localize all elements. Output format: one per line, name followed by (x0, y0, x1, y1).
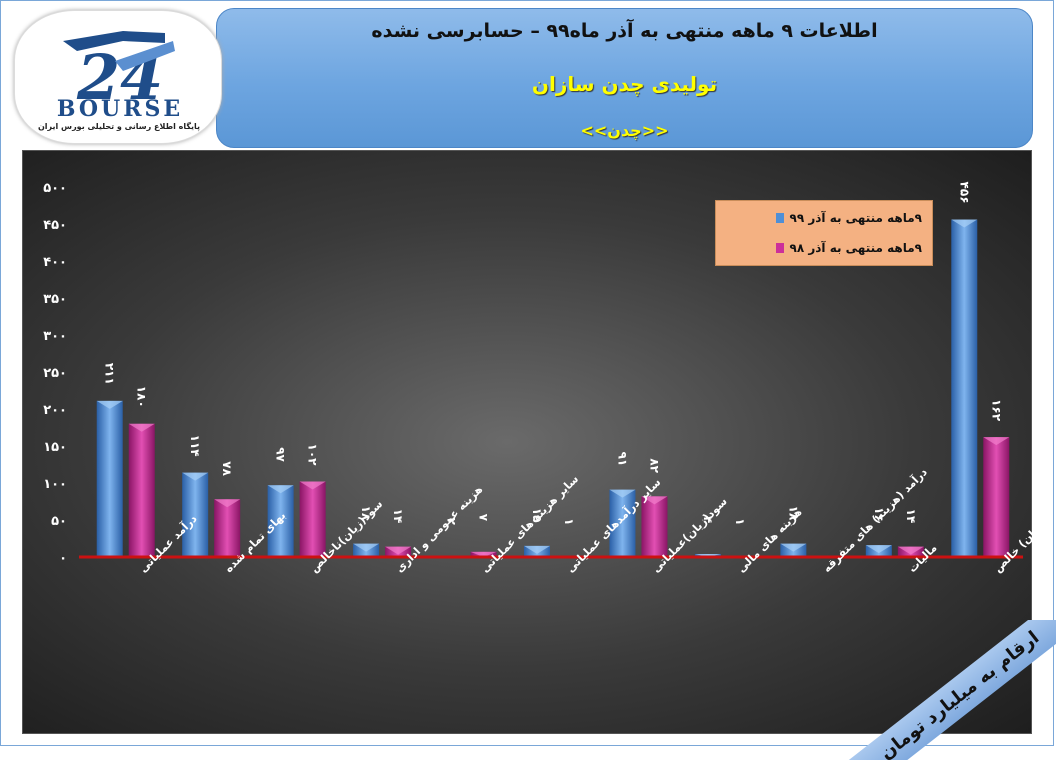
legend-swatch-2 (775, 243, 784, 253)
logo: 24 (14, 10, 222, 144)
y-axis: ۰ ۵۰ ۱۰۰ ۱۵۰ ۲۰۰ ۲۵۰ ۳۰۰ ۳۵۰ ۴۰۰ ۴۵۰ ۵۰۰ (43, 181, 67, 566)
bar-cap-s1-2 (182, 472, 209, 481)
bar-cap-s1-11 (951, 219, 978, 228)
bar-cap-s1-6 (524, 545, 550, 554)
y-tick-label: ۴۰۰ (43, 255, 67, 270)
bar-cap-s2-10 (897, 546, 924, 555)
data-label-s2-6: ۱ (562, 518, 576, 525)
bar-s1-11 (951, 219, 978, 557)
data-label-s2-7: ۸۲ (647, 458, 661, 473)
bar-cap-s1-1 (96, 400, 123, 409)
bar-s2-3 (299, 481, 326, 557)
logo-caption: پایگاه اطلاع رسانی و تحلیلی بورس ایران (37, 122, 201, 131)
data-label-s2-11: ۱۶۲ (989, 399, 1003, 422)
bar-s1-1 (96, 400, 123, 557)
header-banner (216, 8, 1033, 148)
x-axis-categories: درآمد عملیاتی بهای تمام شده سود(زیان)ناخال… (136, 465, 1033, 576)
data-label-s1-3: ۹۷ (274, 447, 288, 462)
legend-swatch-1 (775, 213, 784, 223)
data-label-s1-4: ۱۸ (359, 506, 373, 521)
x-category-label-8: هزینه های مالی (735, 505, 805, 575)
bar-cap-s2-4 (385, 546, 412, 555)
data-label-s2-2: ۷۸ (220, 461, 234, 476)
page-title: اطلاعات ۹ ماهه منتهی به آذر ماه۹۹ – حساب… (371, 20, 878, 42)
logo-word: BOURSE (56, 96, 184, 122)
bar-cap-s1-7 (609, 489, 636, 498)
company-name: تولیدی چدن سازان (531, 72, 718, 96)
bar-cap-s2-11 (983, 437, 1010, 446)
data-label-s1-9: ۱۸ (786, 506, 800, 521)
legend-label-1: ۹ماهه منتهی به آذر ۹۹ (789, 211, 922, 225)
y-tick-label: ۲۵۰ (43, 366, 67, 381)
y-tick-label: ۲۰۰ (43, 403, 67, 418)
data-label-s1-6: ۱۵ (530, 508, 544, 523)
bar-cap-s2-2 (214, 499, 241, 508)
data-labels: ۲۱۱ ۱۸۰ ۱۱۴ ۷۸ ۹۷ ۱۰۲ ۱۸ ۱۴ ۲ ۷ ۱۵ ۱ ۹۱ ۸۲ ۴ ۱ ۱۸ ۱۶ ۱۴ ۴۵۶… (103, 182, 1004, 526)
bar-s2-1 (128, 423, 155, 557)
data-label-s2-5: ۷ (477, 514, 491, 522)
bar-cap-s2-7 (641, 496, 668, 505)
data-label-s1-2: ۱۱۴ (188, 435, 202, 457)
y-tick-label: ۱۰۰ (43, 477, 67, 492)
bar-cap-s2-5 (470, 551, 497, 557)
y-tick-label: ۳۵۰ (43, 292, 67, 307)
x-category-label-4: هزینه عمومی و اداری (393, 483, 485, 575)
bar-cap-s2-1 (128, 423, 155, 432)
y-tick-label: ۴۵۰ (43, 218, 67, 233)
data-label-s2-1: ۱۸۰ (135, 386, 149, 408)
data-label-s1-1: ۲۱۱ (103, 363, 117, 385)
legend-item-2: ۹ماهه منتهی به آذر ۹۸ (775, 241, 922, 255)
legend: ۹ماهه منتهی به آذر ۹۹ ۹ماهه منتهی به آذر… (715, 200, 933, 266)
y-tick-label: ۵۰۰ (43, 181, 67, 196)
data-label-s1-11: ۴۵۶ (957, 182, 971, 204)
y-tick-label: ۰ (59, 551, 67, 566)
bar-cap-s1-3 (267, 485, 294, 494)
legend-item-1: ۹ماهه منتهی به آذر ۹۹ (775, 211, 922, 225)
y-tick-label: ۱۵۰ (43, 440, 67, 455)
bar-s2-2 (214, 499, 241, 557)
data-label-s2-8: ۱ (733, 518, 747, 525)
bar-s1-7 (609, 489, 636, 557)
bar-cap-s2-3 (299, 481, 326, 490)
data-label-s1-7: ۹۱ (615, 452, 629, 467)
ticker-symbol: <<چدن>> (580, 121, 669, 140)
bar-cap-s1-9 (780, 543, 807, 552)
bar-cap-s1-4 (353, 543, 380, 552)
bar-s2-7 (641, 496, 668, 557)
bar-cap-s1-10 (865, 545, 892, 554)
data-label-s1-10: ۱۶ (872, 507, 886, 522)
data-label-s1-5: ۲ (445, 518, 459, 526)
data-label-s2-4: ۱۴ (391, 509, 405, 524)
data-label-s1-8: ۴ (701, 516, 715, 523)
data-label-s2-10: ۱۴ (904, 509, 918, 524)
units-note: ارقام به میلیارد تومان (842, 620, 1056, 760)
logo-24-mark: 24 (63, 31, 175, 114)
y-tick-label: ۳۰۰ (43, 329, 67, 344)
y-tick-label: ۵۰ (51, 514, 67, 529)
data-label-s2-3: ۱۰۲ (306, 444, 320, 467)
bar-s1-2 (182, 472, 209, 557)
bar-s2-11 (983, 437, 1010, 557)
legend-label-2: ۹ماهه منتهی به آذر ۹۸ (789, 241, 922, 255)
bars (79, 219, 1023, 559)
bar-s1-3 (267, 485, 294, 557)
units-ribbon: ارقام به میلیارد تومان (820, 620, 1056, 760)
